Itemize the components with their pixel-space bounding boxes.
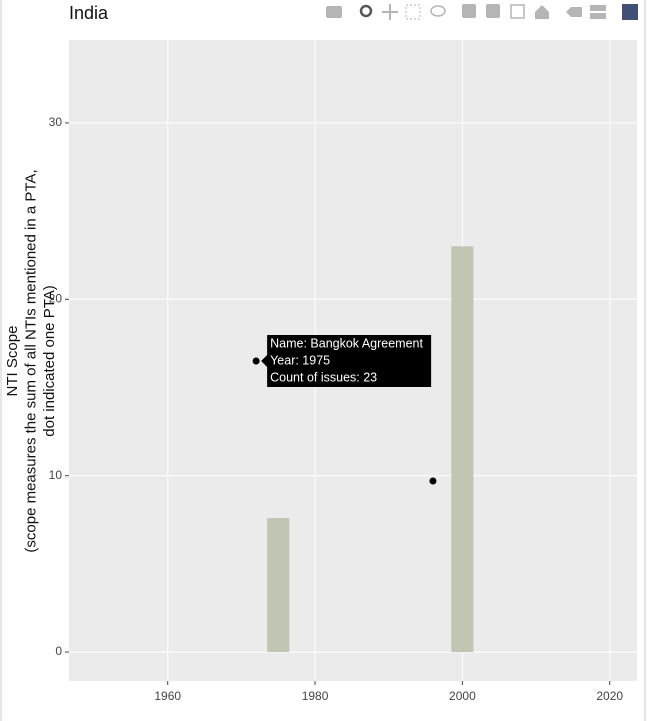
y-tick-label: 30 — [49, 115, 63, 129]
camera-button[interactable] — [326, 6, 342, 18]
hover-box — [261, 335, 432, 388]
hover-closest-button[interactable] — [566, 7, 582, 17]
bar — [451, 246, 474, 653]
y-axis-title: (scope measures the sum of all NTIs ment… — [22, 169, 39, 552]
hover-text: Count of issues: 23 — [270, 370, 377, 384]
plotly-logo[interactable] — [622, 4, 638, 20]
hover-text: Year: 1975 — [270, 353, 330, 367]
point — [252, 357, 260, 365]
y-tick-label: 0 — [55, 644, 62, 658]
x-tick-label: 2020 — [596, 689, 623, 703]
point — [429, 477, 437, 485]
pan-button[interactable] — [382, 4, 398, 20]
bar — [267, 518, 290, 653]
reset-button[interactable] — [535, 5, 549, 19]
x-tick-label: 1980 — [302, 689, 329, 703]
y-tick-label: 10 — [49, 468, 63, 482]
zoom-button[interactable] — [359, 4, 373, 18]
toolbar — [326, 4, 638, 20]
hover-label: Name: Bangkok Agreement Year: 1975 Count o… — [261, 335, 432, 388]
hover-compare-button[interactable] — [590, 5, 606, 11]
x-tick-label: 2000 — [449, 689, 476, 703]
x-tick-label: 1960 — [154, 689, 181, 703]
hover-compare-button[interactable] — [590, 13, 606, 19]
y-axis-title: dot indicated one PTA) — [41, 285, 58, 436]
zoom-out-button[interactable] — [486, 4, 500, 18]
lasso-button[interactable] — [430, 5, 446, 17]
box-select-button[interactable] — [405, 4, 421, 20]
hover-text: Name: Bangkok Agreement — [270, 336, 423, 350]
y-axis-title: NTI Scope — [4, 326, 21, 397]
autoscale-button[interactable] — [510, 4, 525, 19]
y-tick-label: 20 — [49, 291, 63, 305]
zoom-in-button[interactable] — [462, 4, 476, 18]
chart-title: India — [69, 3, 109, 23]
